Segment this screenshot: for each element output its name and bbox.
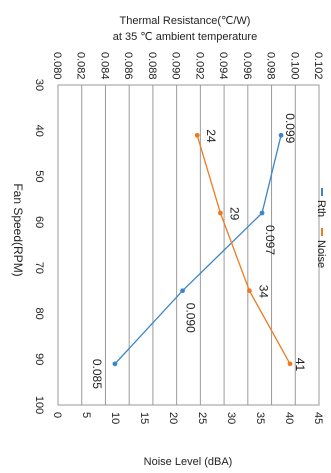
chart-subtitle: at 35 ℃ ambient temperature <box>113 31 257 43</box>
legend-label-rth: Rth <box>315 200 327 217</box>
left-y-tick-label: 0.088 <box>146 52 158 80</box>
left-y-tick-label: 0.100 <box>288 52 300 80</box>
data-label-rth: 0.097 <box>263 225 277 255</box>
series-line-rth <box>114 135 282 365</box>
x-tick-label: 100 <box>33 396 45 414</box>
data-label-noise: 41 <box>293 358 307 372</box>
chart-title: Thermal Resistance(℃/W) <box>120 15 251 27</box>
data-point-noise <box>218 210 223 216</box>
right-y-tick-label: 45 <box>312 412 324 424</box>
right-y-tick-label: 15 <box>138 412 150 424</box>
x-tick-label: 90 <box>33 353 45 365</box>
grid <box>57 84 320 406</box>
right-y-tick-label: 35 <box>254 412 266 424</box>
x-tick-label: 80 <box>33 307 45 319</box>
left-y-tick-label: 0.098 <box>265 52 277 80</box>
data-point-rth <box>180 288 185 294</box>
left-y-tick-label: 0.086 <box>122 52 134 80</box>
x-tick-label: 60 <box>33 216 45 228</box>
legend-label-noise: Noise <box>315 240 327 268</box>
data-label-noise: 29 <box>227 207 241 221</box>
data-label-noise: 24 <box>204 129 218 143</box>
right-y-tick-label: 5 <box>80 412 92 418</box>
left-y-tick-label: 0.092 <box>193 52 205 80</box>
left-y-tick-label: 0.096 <box>241 52 253 80</box>
x-tick-label: 40 <box>33 125 45 137</box>
data-label-noise: 34 <box>256 285 270 299</box>
plot-frame <box>57 84 320 406</box>
right-y-tick-label: 25 <box>196 412 208 424</box>
data-label-rth: 0.090 <box>184 303 198 333</box>
legend: Rth Noise <box>315 188 327 268</box>
x-axis-label: Fan Speed(RPM) <box>11 183 25 276</box>
text-layer: Thermal Resistance(℃/W) at 35 ℃ ambient … <box>11 15 257 468</box>
right-y-tick-label: 30 <box>225 412 237 424</box>
right-y-tick-label: 10 <box>109 412 121 424</box>
left-y-tick-label: 0.084 <box>98 52 110 80</box>
x-tick-label: 50 <box>33 170 45 182</box>
data-point-rth <box>278 132 284 138</box>
data-point-noise <box>247 288 252 294</box>
left-y-tick-label: 0.082 <box>75 52 87 80</box>
right-y-tick-label: 20 <box>167 412 179 424</box>
data-point-rth <box>112 361 118 367</box>
series-line-noise <box>196 135 291 365</box>
right-axis-label: Noise Level (dBA) <box>144 456 233 468</box>
data-label-rth: 0.085 <box>90 359 104 389</box>
data-point-noise <box>287 361 293 367</box>
left-y-tick-label: 0.102 <box>312 52 324 80</box>
x-tick-label: 30 <box>33 79 45 91</box>
right-y-tick-label: 0 <box>51 412 63 418</box>
left-y-tick-label: 0.090 <box>170 52 182 80</box>
data-point-noise <box>194 132 200 138</box>
x-tick-label: 70 <box>33 262 45 274</box>
left-y-tick-label: 0.080 <box>51 52 63 80</box>
series-layer: 0.099 0.097 0.090 0.085 24 29 34 41 <box>90 113 307 389</box>
left-y-tick-label: 0.094 <box>217 52 229 80</box>
data-label-rth: 0.099 <box>283 113 297 143</box>
data-point-rth <box>259 210 265 216</box>
right-y-tick-label: 40 <box>283 412 295 424</box>
